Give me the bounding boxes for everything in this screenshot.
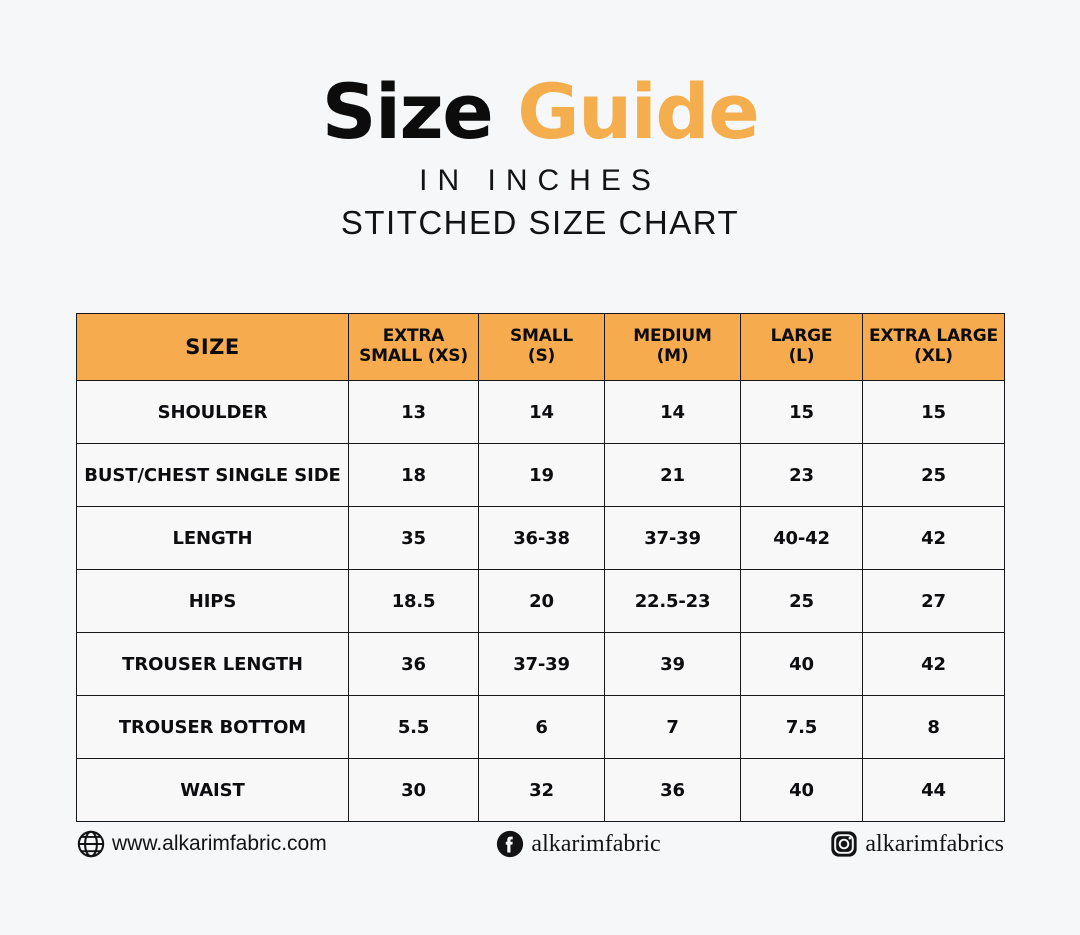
cell-waist-s: 32 [478, 758, 605, 822]
row-label-hips: HIPS [76, 569, 349, 633]
cell-length-xl: 42 [862, 506, 1005, 570]
cell-bust-l: 23 [740, 443, 863, 507]
footer-website-label: www.alkarimfabric.com [112, 832, 327, 855]
cell-length-l: 40-42 [740, 506, 863, 570]
cell-waist-l: 40 [740, 758, 863, 822]
footer-contact-bar: www.alkarimfabric.com alkarimfabric [76, 818, 1004, 870]
footer-facebook[interactable]: alkarimfabric [495, 829, 661, 859]
table-header-row: SIZE EXTRA SMALL (XS) SMALL (S) MEDIUM (… [76, 313, 1005, 381]
cell-trouser-length-xl: 42 [862, 632, 1005, 696]
table-row: LENGTH 35 36-38 37-39 40-42 42 [76, 506, 1005, 570]
row-label-bust-chest-single-side: BUST/CHEST SINGLE SIDE [76, 443, 349, 507]
column-header-xs-line2: SMALL (XS) [359, 346, 468, 366]
column-header-l-line1: LARGE [770, 326, 833, 347]
footer-instagram[interactable]: alkarimfabrics [829, 829, 1004, 859]
column-header-xs-line1: EXTRA [382, 326, 445, 347]
table-row: HIPS 18.5 20 22.5-23 25 27 [76, 569, 1005, 633]
cell-shoulder-xl: 15 [862, 380, 1005, 444]
column-header-xs: EXTRA SMALL (XS) [348, 313, 479, 381]
table-row: BUST/CHEST SINGLE SIDE 18 19 21 23 25 [76, 443, 1005, 507]
row-label-waist: WAIST [76, 758, 349, 822]
table-row: WAIST 30 32 36 40 44 [76, 758, 1005, 822]
footer-website[interactable]: www.alkarimfabric.com [76, 829, 327, 859]
cell-waist-xl: 44 [862, 758, 1005, 822]
cell-trouser-length-l: 40 [740, 632, 863, 696]
column-header-s-line1: SMALL [510, 326, 573, 347]
cell-bust-s: 19 [478, 443, 605, 507]
column-header-xl-line2: (XL) [914, 346, 953, 366]
title-word-size: Size [321, 67, 494, 156]
cell-trouser-length-xs: 36 [348, 632, 479, 696]
cell-hips-s: 20 [478, 569, 605, 633]
cell-trouser-bottom-s: 6 [478, 695, 605, 759]
column-header-size-line1: SIZE [185, 334, 240, 359]
cell-bust-m: 21 [604, 443, 741, 507]
table-body: SHOULDER 13 14 14 15 15 BUST/CHEST SINGL… [76, 380, 1005, 822]
footer-instagram-label: alkarimfabrics [865, 830, 1004, 857]
row-label-length: LENGTH [76, 506, 349, 570]
instagram-icon [829, 829, 859, 859]
cell-bust-xl: 25 [862, 443, 1005, 507]
cell-shoulder-l: 15 [740, 380, 863, 444]
size-chart-container: SIZE EXTRA SMALL (XS) SMALL (S) MEDIUM (… [76, 313, 1005, 822]
column-header-s: SMALL (S) [478, 313, 605, 381]
table-header: SIZE EXTRA SMALL (XS) SMALL (S) MEDIUM (… [76, 313, 1005, 381]
row-label-trouser-length: TROUSER LENGTH [76, 632, 349, 696]
subtitle-in-inches: IN INCHES [419, 164, 661, 197]
row-label-shoulder: SHOULDER [76, 380, 349, 444]
cell-trouser-length-s: 37-39 [478, 632, 605, 696]
cell-waist-xs: 30 [348, 758, 479, 822]
cell-bust-xs: 18 [348, 443, 479, 507]
column-header-l-line2: (L) [788, 346, 815, 366]
page-title: Size Guide [0, 74, 1080, 150]
cell-hips-xs: 18.5 [348, 569, 479, 633]
column-header-xl: EXTRA LARGE (XL) [862, 313, 1005, 381]
row-label-trouser-bottom: TROUSER BOTTOM [76, 695, 349, 759]
column-header-m-line2: (M) [656, 346, 689, 366]
cell-hips-m: 22.5-23 [604, 569, 741, 633]
cell-hips-l: 25 [740, 569, 863, 633]
globe-icon [76, 829, 106, 859]
cell-length-m: 37-39 [604, 506, 741, 570]
cell-hips-xl: 27 [862, 569, 1005, 633]
column-header-s-line2: (S) [527, 346, 556, 366]
subtitle-stitched-size-chart: STITCHED SIZE CHART [340, 204, 740, 241]
cell-trouser-bottom-xl: 8 [862, 695, 1005, 759]
table-row: TROUSER BOTTOM 5.5 6 7 7.5 8 [76, 695, 1005, 759]
cell-length-xs: 35 [348, 506, 479, 570]
footer-facebook-label: alkarimfabric [531, 830, 661, 857]
cell-shoulder-s: 14 [478, 380, 605, 444]
cell-trouser-bottom-xs: 5.5 [348, 695, 479, 759]
column-header-xl-line1: EXTRA LARGE [869, 326, 998, 347]
cell-trouser-bottom-m: 7 [604, 695, 741, 759]
cell-length-s: 36-38 [478, 506, 605, 570]
cell-shoulder-m: 14 [604, 380, 741, 444]
facebook-icon [495, 829, 525, 859]
column-header-m: MEDIUM (M) [604, 313, 741, 381]
table-row: SHOULDER 13 14 14 15 15 [76, 380, 1005, 444]
table-row: TROUSER LENGTH 36 37-39 39 40 42 [76, 632, 1005, 696]
column-header-l: LARGE (L) [740, 313, 863, 381]
cell-waist-m: 36 [604, 758, 741, 822]
cell-trouser-bottom-l: 7.5 [740, 695, 863, 759]
column-header-m-line1: MEDIUM [633, 326, 712, 347]
cell-trouser-length-m: 39 [604, 632, 741, 696]
title-word-guide: Guide [517, 67, 759, 156]
column-header-size: SIZE [76, 313, 349, 381]
size-chart-table: SIZE EXTRA SMALL (XS) SMALL (S) MEDIUM (… [76, 313, 1005, 822]
title-block: Size Guide IN INCHES STITCHED SIZE CHART [0, 0, 1080, 242]
cell-shoulder-xs: 13 [348, 380, 479, 444]
